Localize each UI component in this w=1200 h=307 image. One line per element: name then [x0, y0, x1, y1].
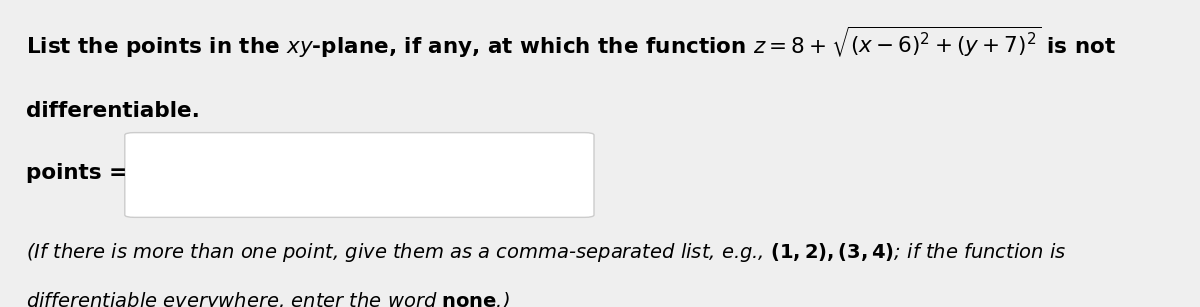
Text: points =: points = — [26, 163, 136, 184]
Text: differentiable everywhere, enter the word $\mathbf{none}$.): differentiable everywhere, enter the wor… — [26, 290, 510, 307]
Text: (If there is more than one point, give them as a comma-separated list, e.g., $\m: (If there is more than one point, give t… — [26, 241, 1067, 264]
Text: List the points in the $\mathit{xy}$-plane, if any, at which the function $z = 8: List the points in the $\mathit{xy}$-pla… — [26, 25, 1116, 60]
FancyBboxPatch shape — [125, 133, 594, 217]
Text: differentiable.: differentiable. — [26, 101, 200, 121]
